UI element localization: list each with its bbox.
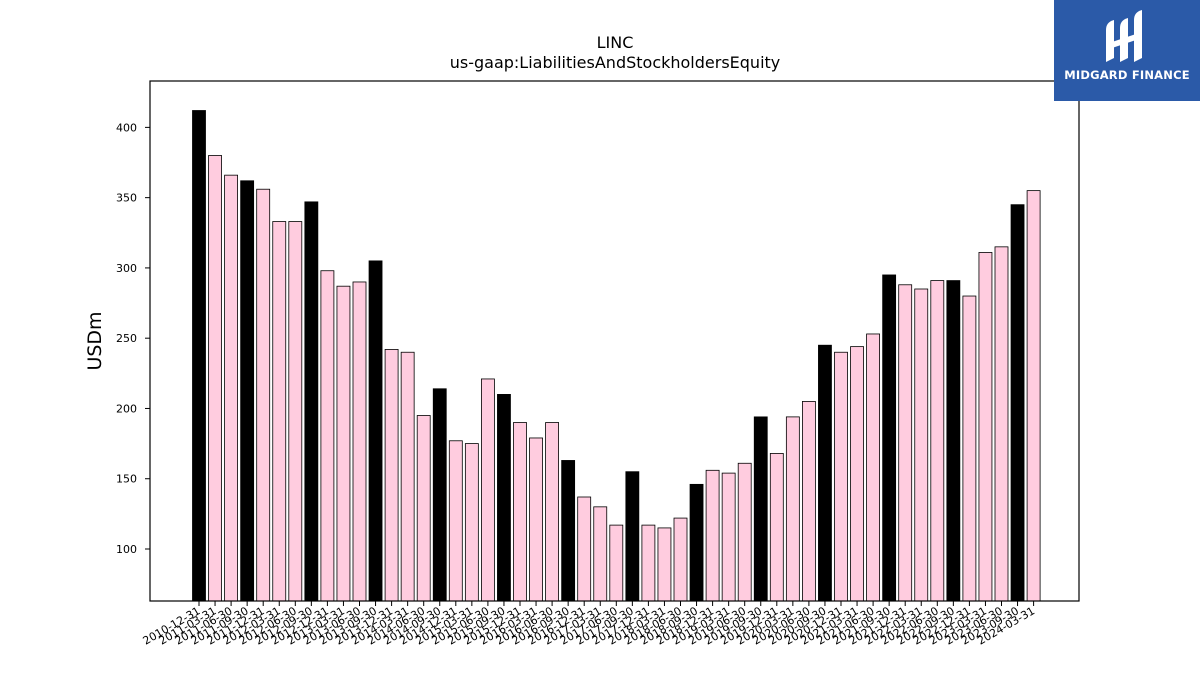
bar-2015-06-30 xyxy=(480,378,495,602)
bar-2020-06-30 xyxy=(802,401,816,602)
bar-2018-06-30 xyxy=(673,517,688,602)
bar-2022-03-31 xyxy=(914,288,929,602)
bar-2015-12-31 xyxy=(513,422,527,602)
bar-2011-03-31 xyxy=(208,155,222,602)
bar-2012-12-31 xyxy=(320,270,335,602)
bar-2016-03-31 xyxy=(529,437,543,602)
bar-2024-03-31 xyxy=(1026,190,1041,602)
bar-2021-09-30 xyxy=(882,274,897,602)
bar-2012-06-30 xyxy=(288,221,303,602)
bar-2020-12-31 xyxy=(834,351,848,602)
bar-2018-03-31 xyxy=(657,527,672,602)
y-tick-label: 100 xyxy=(116,543,137,556)
y-tick-label: 200 xyxy=(116,402,137,415)
bar-2017-12-31 xyxy=(641,524,656,602)
bar-2015-09-30 xyxy=(497,394,511,602)
bar-2019-03-31 xyxy=(721,472,736,602)
bar-2019-09-30 xyxy=(753,416,768,602)
bar-2017-09-30 xyxy=(625,471,640,602)
midgard-finance-logo: MIDGARD FINANCE xyxy=(1054,0,1200,101)
bar-2022-12-31 xyxy=(962,295,977,602)
y-tick-label: 250 xyxy=(116,332,137,345)
logo-text: MIDGARD FINANCE xyxy=(1064,68,1190,82)
chart-title: LINC xyxy=(597,33,634,52)
bar-2011-06-30 xyxy=(224,174,239,602)
chart-subtitle: us-gaap:LiabilitiesAndStockholdersEquity xyxy=(450,53,781,72)
bar-2014-03-31 xyxy=(400,351,415,602)
bars-layer xyxy=(192,110,1041,602)
bar-2020-09-30 xyxy=(818,344,832,602)
y-tick-label: 300 xyxy=(116,262,137,275)
x-axis-ticks: 2010-12-312011-03-312011-06-302011-09-30… xyxy=(141,601,1037,648)
bar-2019-12-31 xyxy=(769,453,784,602)
bar-2018-12-31 xyxy=(705,469,720,602)
bar-2015-03-31 xyxy=(464,443,479,602)
y-tick-label: 350 xyxy=(116,192,137,205)
bar-2023-06-30 xyxy=(994,246,1009,602)
bar-2016-06-30 xyxy=(545,422,559,602)
bar-2012-09-30 xyxy=(304,201,319,602)
bar-2023-03-31 xyxy=(978,252,993,602)
bar-2011-09-30 xyxy=(240,180,255,602)
bar-2021-03-31 xyxy=(850,346,864,602)
bar-2022-09-30 xyxy=(946,280,961,602)
bar-2014-06-30 xyxy=(416,415,431,602)
bar-2012-03-31 xyxy=(272,221,287,602)
bar-2013-12-31 xyxy=(384,349,399,602)
bar-2013-03-31 xyxy=(336,285,351,602)
plot-frame xyxy=(149,80,1080,602)
bar-2013-06-30 xyxy=(352,281,367,602)
bar-2018-09-30 xyxy=(689,483,704,602)
bar-2010-12-31 xyxy=(192,110,206,602)
bar-2021-12-31 xyxy=(898,284,913,602)
bar-2014-12-31 xyxy=(448,440,463,602)
bar-2016-12-31 xyxy=(577,496,592,602)
bar-2023-09-30 xyxy=(1010,204,1025,602)
bar-2017-03-31 xyxy=(593,506,608,602)
bar-2022-06-30 xyxy=(930,280,945,602)
bar-2011-12-31 xyxy=(256,188,271,602)
bar-2017-06-30 xyxy=(609,524,624,602)
y-axis-label: USDm xyxy=(84,311,106,370)
bar-2021-06-30 xyxy=(866,333,880,602)
bar-2020-03-31 xyxy=(785,416,800,602)
bar-2013-09-30 xyxy=(368,260,383,602)
y-tick-label: 400 xyxy=(116,121,137,134)
y-tick-label: 150 xyxy=(116,473,137,486)
bar-2019-06-30 xyxy=(737,462,752,602)
bar-2016-09-30 xyxy=(561,460,576,602)
y-axis-ticks: 100 150 200 250 300 350 400 xyxy=(116,121,150,556)
logo-mark-icon xyxy=(1106,10,1142,62)
bar-2014-09-30 xyxy=(432,388,447,602)
